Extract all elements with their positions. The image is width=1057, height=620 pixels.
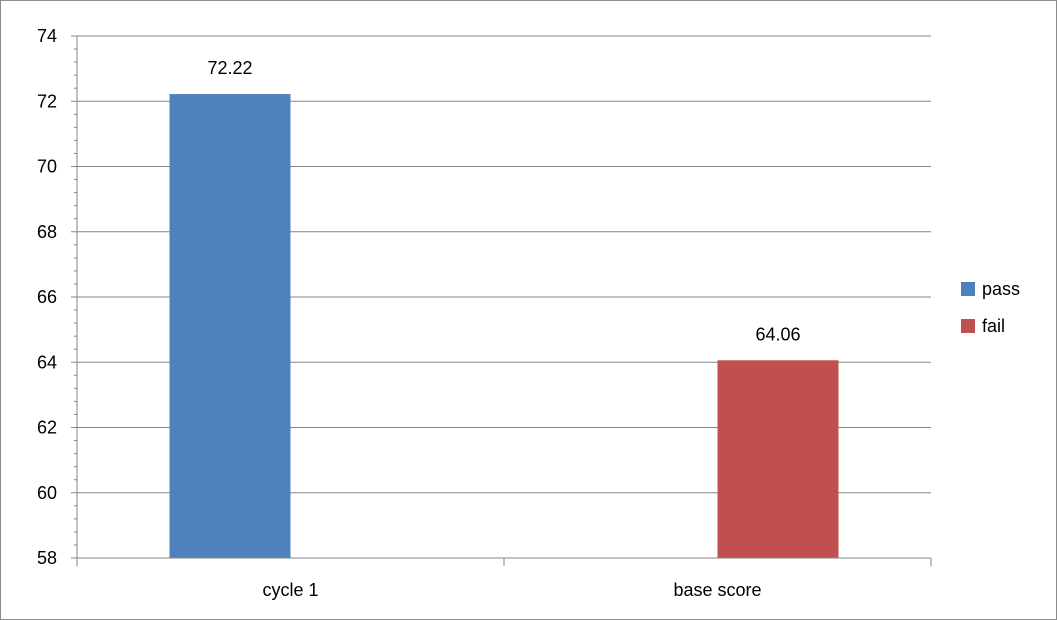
y-tick-label: 70 [37,157,57,177]
x-tick-labels: cycle 1 base score [262,580,761,600]
bar-pass [169,94,291,558]
data-label: 72.22 [207,58,252,78]
legend-swatch-fail [961,319,975,333]
legend-label: pass [982,279,1020,299]
y-tick-labels: 58 60 62 64 66 68 70 72 74 [37,26,57,568]
y-tick-label: 68 [37,222,57,242]
legend: pass fail [961,279,1020,336]
axes [71,35,932,566]
data-label: 64.06 [755,324,800,344]
bar-fail [717,360,839,558]
y-tick-label: 74 [37,26,57,46]
y-tick-label: 72 [37,91,57,111]
y-tick-label: 58 [37,548,57,568]
x-tick-label: cycle 1 [262,580,318,600]
y-tick-label: 66 [37,287,57,307]
x-tick-label: base score [673,580,761,600]
y-tick-label: 60 [37,483,57,503]
y-tick-label: 64 [37,352,57,372]
bars [169,94,839,558]
data-labels: 72.22 64.06 [207,58,800,344]
y-tick-label: 62 [37,418,57,438]
legend-label: fail [982,316,1005,336]
legend-swatch-pass [961,282,975,296]
